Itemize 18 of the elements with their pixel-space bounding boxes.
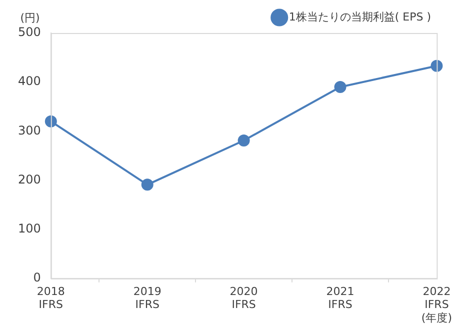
y-tick-label: 400 [18, 74, 41, 88]
legend-label: 1株当たりの当期利益( EPS ) [288, 10, 431, 24]
y-tick-label: 0 [33, 270, 41, 285]
point [238, 134, 250, 146]
x-tick-label: 2019 IFRS [133, 284, 162, 312]
x-tick-label: 2021 IFRS [326, 284, 354, 312]
point [430, 60, 443, 72]
x-tick-label: 2018 IFRS [36, 284, 65, 312]
y-tick-label: 200 [18, 172, 41, 186]
y-tick-label: 500 [18, 25, 41, 40]
point [334, 80, 346, 93]
y-axis-title: (円) [20, 11, 40, 24]
point [44, 115, 57, 128]
y-tick-label: 100 [18, 221, 41, 236]
x-tick-label: 2022 IFRS (年度) [421, 284, 452, 324]
point [141, 178, 154, 191]
y-tick-label: 300 [18, 123, 41, 138]
x-tick-label: 2020 IFRS [230, 284, 258, 312]
